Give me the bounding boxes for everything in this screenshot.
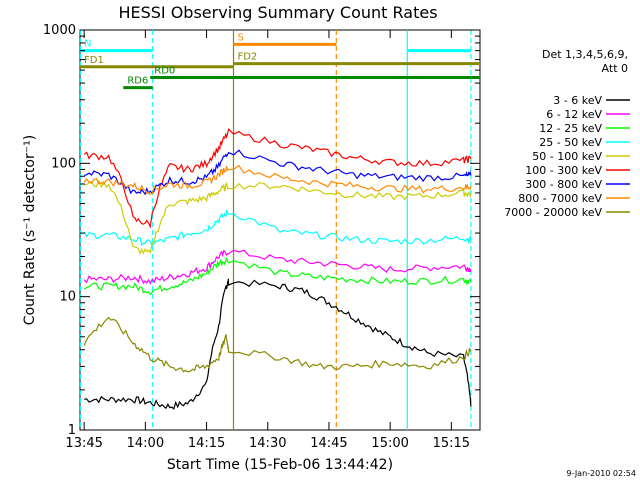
series-line <box>83 164 472 195</box>
legend-label: 7000 - 20000 keV <box>504 206 602 219</box>
status-bar-label: FD1 <box>84 55 104 66</box>
y-tick-label: 1 <box>68 423 76 438</box>
legend-label: 100 - 300 keV <box>525 164 602 177</box>
y-axis-label: Count Rate (s⁻¹ detector⁻¹) <box>22 135 38 325</box>
y-axis-ticks: 1 10 100 1000 <box>43 23 480 438</box>
status-bar-label: RD6 <box>127 76 148 87</box>
status-bar-label: N <box>84 39 91 50</box>
chart-title: HESSI Observing Summary Count Rates <box>118 3 437 22</box>
legend-label: 50 - 100 keV <box>532 150 602 163</box>
x-axis-label: Start Time (15-Feb-06 13:44:42) <box>167 457 393 473</box>
vertical-markers <box>79 30 472 430</box>
status-bar-label: RD0 <box>154 66 175 77</box>
series-lines <box>83 128 472 410</box>
x-tick-label: 13:45 <box>65 436 102 451</box>
y-tick-label: 10 <box>59 290 76 305</box>
legend-header: Det 1,3,4,5,6,9, <box>542 48 628 61</box>
x-tick-label: 15:15 <box>433 436 470 451</box>
series-line <box>84 179 472 255</box>
series-line <box>83 257 472 296</box>
x-tick-label: 14:00 <box>127 436 164 451</box>
legend-header: Att 0 <box>602 62 628 75</box>
legend-label: 300 - 800 keV <box>525 178 602 191</box>
footer-date: 9-Jan-2010 02:54 <box>566 469 636 478</box>
status-bar-label: FD2 <box>237 52 257 63</box>
legend-label: 12 - 25 keV <box>539 122 602 135</box>
legend-label: 25 - 50 keV <box>539 136 602 149</box>
y-tick-label: 1000 <box>43 23 76 38</box>
series-line <box>83 128 472 229</box>
status-bar-label: S <box>237 32 243 43</box>
x-tick-label: 15:00 <box>371 436 408 451</box>
x-axis-ticks: 13:45 14:00 14:15 14:30 14:45 15:00 15:15 <box>65 30 470 451</box>
series-line <box>84 149 472 196</box>
x-tick-label: 14:15 <box>188 436 225 451</box>
y-tick-label: 100 <box>51 156 76 171</box>
series-line <box>84 278 472 410</box>
plot-frame <box>79 29 481 431</box>
series-line <box>83 316 472 373</box>
legend-label: 6 - 12 keV <box>546 108 602 121</box>
series-line <box>83 249 472 285</box>
x-tick-label: 14:30 <box>249 436 286 451</box>
legend-label: 800 - 7000 keV <box>518 192 602 205</box>
series-line <box>83 208 472 247</box>
status-bars: N S FD1 FD2 RD0 RD6 <box>80 32 480 90</box>
x-tick-label: 14:45 <box>310 436 347 451</box>
legend-label: 3 - 6 keV <box>553 94 602 107</box>
